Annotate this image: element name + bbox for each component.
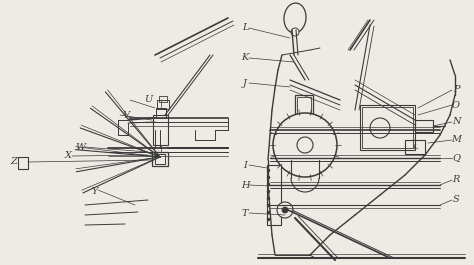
Text: O: O (452, 100, 460, 109)
Text: I: I (243, 161, 247, 170)
Circle shape (370, 118, 390, 138)
Text: R: R (452, 175, 460, 184)
Text: Q: Q (452, 153, 460, 162)
Bar (267, 165, 281, 225)
Bar (18, 157, 28, 169)
Bar (153, 115, 168, 145)
Text: L: L (242, 24, 248, 33)
Bar (405, 140, 425, 154)
Ellipse shape (284, 3, 306, 33)
Text: S: S (453, 196, 459, 205)
Bar (157, 100, 169, 109)
Text: U: U (144, 95, 152, 104)
Text: M: M (451, 135, 461, 144)
Bar (159, 96, 167, 102)
Circle shape (282, 207, 288, 213)
Text: P: P (453, 86, 459, 95)
Text: K: K (241, 54, 249, 63)
Text: T: T (242, 209, 248, 218)
Text: Z: Z (10, 157, 18, 166)
Bar (295, 95, 313, 117)
Text: J: J (243, 78, 247, 87)
Circle shape (277, 202, 293, 218)
Text: N: N (452, 117, 460, 126)
Bar (156, 108, 166, 118)
Bar (155, 154, 165, 164)
Bar (362, 107, 413, 148)
Bar (297, 97, 311, 115)
Bar (360, 105, 415, 150)
Circle shape (297, 137, 313, 153)
Text: H: H (241, 180, 249, 189)
Text: W: W (75, 143, 85, 152)
Text: X: X (64, 152, 72, 161)
Text: Y: Y (92, 188, 98, 197)
Bar (152, 152, 168, 166)
Circle shape (291, 28, 299, 36)
Text: L: L (412, 143, 418, 151)
Text: V: V (122, 111, 129, 120)
Circle shape (273, 113, 337, 177)
Bar (415, 120, 433, 132)
